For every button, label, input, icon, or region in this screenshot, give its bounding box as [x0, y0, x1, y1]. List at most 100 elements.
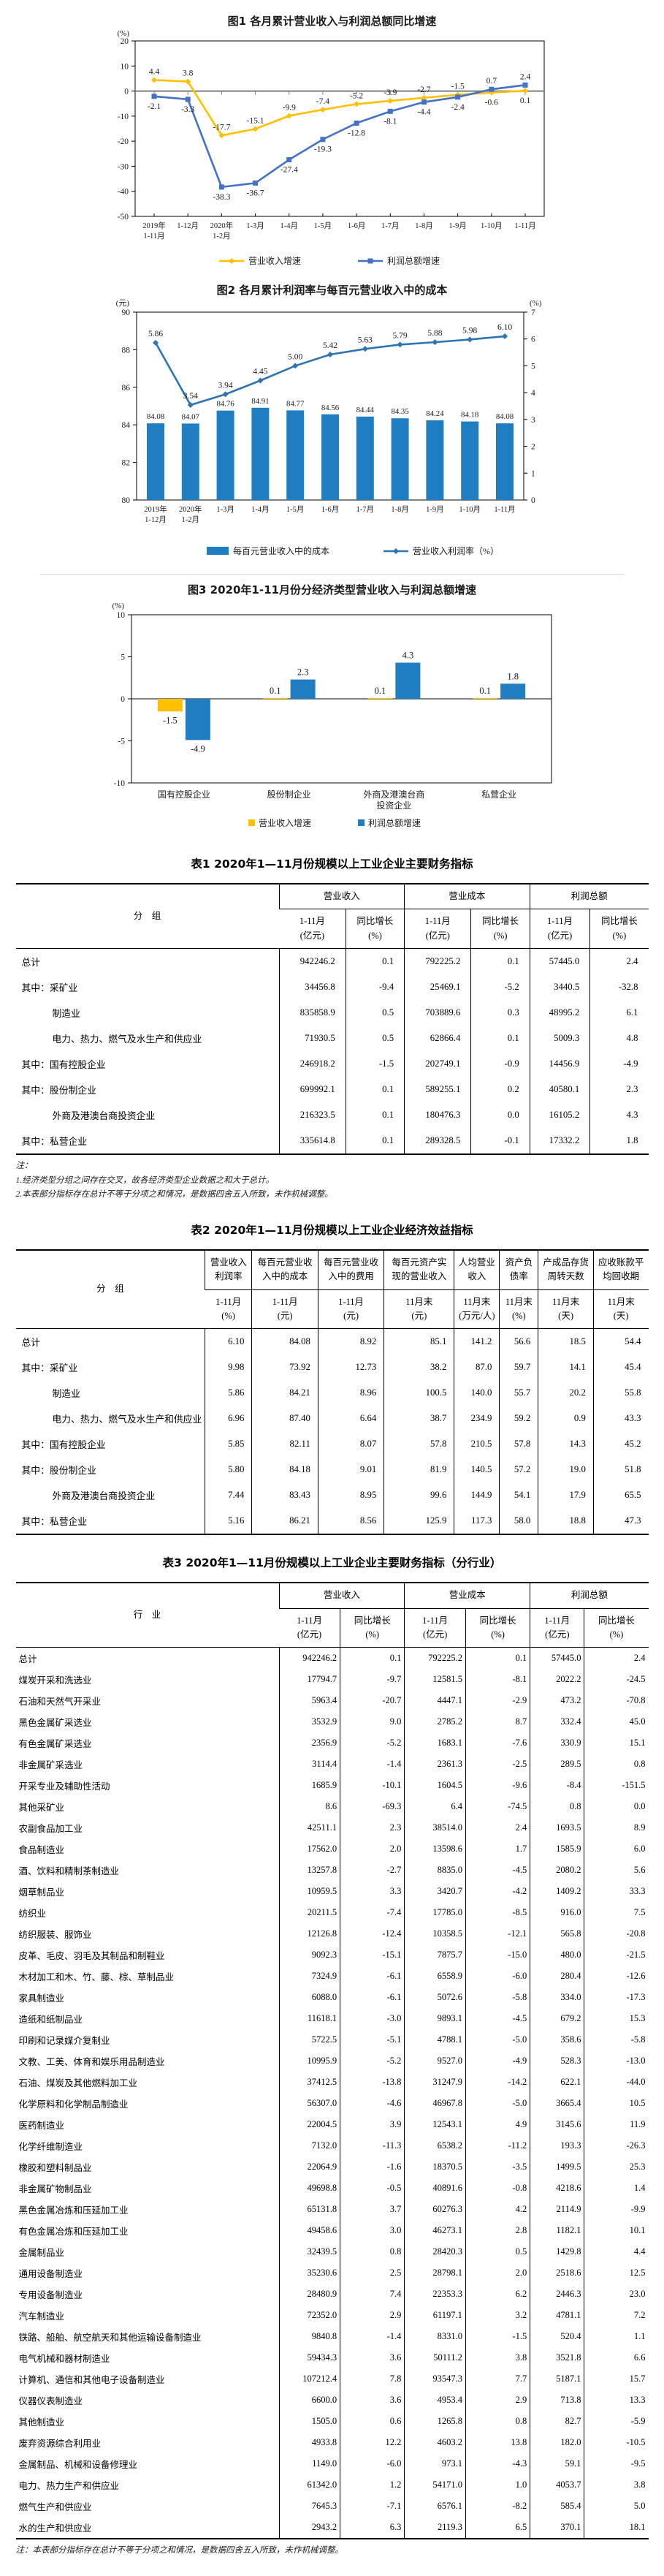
data-point — [187, 402, 194, 409]
row-label: 铁路、船舶、航空航天和其他运输设备制造业 — [18, 2333, 202, 2344]
line-label: 5.98 — [462, 326, 477, 335]
table-row: 非金属矿采选业 3114.4 -1.4 2361.3 -2.5 289.5 0.8 — [16, 1754, 649, 1776]
value-cell: -5.9 — [584, 2411, 649, 2433]
value-cell: 0.1 — [345, 948, 405, 975]
left-tick-label: 88 — [121, 346, 130, 355]
value-cell: 1.0 — [465, 2474, 530, 2496]
value-cell: 59.1 — [530, 2453, 584, 2475]
left-tick-label: 82 — [121, 459, 130, 468]
line-label: 3.54 — [183, 392, 197, 401]
value-cell: 82.7 — [530, 2411, 584, 2433]
value-cell: 38514.0 — [404, 1817, 466, 1839]
value-cell: 42511.1 — [278, 1817, 340, 1839]
data-point — [466, 336, 473, 343]
table2: 分 组 营业收入利润率 每百元营业收入中的成本 每百元营业收入中的费用 每百元资产实现的… — [15, 1249, 649, 1536]
data-point — [397, 341, 403, 348]
value-cell: 792225.2 — [404, 1647, 466, 1670]
value-cell: 0.1 — [470, 948, 530, 975]
value-cell: -74.5 — [465, 1796, 530, 1818]
value-cell: -7.6 — [465, 1732, 530, 1754]
row-label: 酒、饮料和精制茶制造业 — [18, 1866, 120, 1877]
value-cell: 86.21 — [251, 1508, 318, 1535]
row-label: 制造业 — [52, 1389, 80, 1400]
column-sub-header: 11月末 (天) — [538, 1289, 594, 1329]
value-cell: 1.1 — [584, 2326, 649, 2348]
x-tick-label: 2019年 — [144, 504, 167, 514]
y-tick-label: -5 — [118, 738, 125, 746]
value-cell: 16105.2 — [529, 1102, 590, 1129]
row-label: 食品制造业 — [18, 1845, 65, 1856]
row-label: 煤炭开采和洗选业 — [18, 1675, 92, 1686]
y-tick-label: 10 — [116, 611, 125, 620]
value-cell: 0.5 — [345, 1026, 405, 1052]
data-label: -27.4 — [280, 166, 297, 175]
table-row: 食品制造业 17562.0 2.0 13598.6 1.7 1585.9 6.0 — [16, 1838, 649, 1860]
data-point — [222, 391, 229, 398]
value-cell: 141.2 — [454, 1328, 500, 1355]
value-cell: 6.96 — [205, 1406, 252, 1432]
value-cell: 20211.5 — [278, 1902, 340, 1924]
value-cell: 62866.4 — [404, 1026, 471, 1052]
row-label: 有色金属矿采选业 — [18, 1739, 92, 1750]
data-label: 4.4 — [148, 67, 159, 76]
value-cell: 713.8 — [530, 2390, 584, 2412]
value-cell: -6.1 — [340, 1987, 405, 2009]
table-row: 专用设备制造业 28480.9 7.4 22353.3 6.2 2446.3 23.0 — [16, 2284, 649, 2306]
data-label: -38.3 — [213, 193, 230, 202]
data-label: -15.1 — [246, 116, 264, 125]
table-row: 总计 942246.2 0.1 792225.2 0.1 57445.0 2.4 — [16, 948, 649, 975]
table-row: 其中：采矿业 34456.8 -9.4 25469.1 -5.2 3440.5 -32.8 — [16, 974, 649, 1001]
value-cell: 12581.5 — [404, 1669, 466, 1691]
value-cell: 4781.1 — [530, 2305, 584, 2327]
value-cell: -44.0 — [584, 2072, 649, 2094]
value-cell: 83.43 — [251, 1482, 318, 1509]
y-tick-label: -20 — [117, 137, 129, 146]
row-label: 非金属矿物制品业 — [18, 2184, 92, 2195]
value-cell: -10.5 — [584, 2432, 649, 2454]
value-cell: -8.1 — [465, 1669, 530, 1691]
column-group-header: 产成品存货周转天数 — [538, 1249, 594, 1290]
cost-bar — [391, 418, 409, 500]
figure1-title: 图1 各月累计营业收入与利润总额同比增速 — [227, 15, 437, 28]
value-cell: 5187.1 — [530, 2368, 584, 2390]
data-point — [362, 346, 368, 352]
value-cell: 18.1 — [584, 2517, 649, 2539]
table-row: 电力、热力、燃气及水生产和供应业 6.96 87.40 6.64 38.7 234.9 59… — [16, 1406, 649, 1432]
x-tick-label: 1-3月 — [246, 221, 264, 230]
x-tick-label: 1-9月 — [426, 505, 444, 514]
value-cell: 5009.3 — [529, 1026, 590, 1052]
value-cell: 13257.8 — [278, 1860, 340, 1882]
value-cell: 57445.0 — [530, 1647, 584, 1670]
value-cell: 835858.9 — [278, 1000, 346, 1026]
value-cell: 73.92 — [251, 1355, 318, 1381]
x-tick-label: 1-2月 — [213, 232, 231, 240]
row-label: 仪器仪表制造业 — [18, 2396, 83, 2407]
row-label: 石油、煤炭及其他燃料加工业 — [18, 2078, 138, 2089]
bar-label: 84.44 — [356, 406, 374, 414]
value-cell: -12.6 — [584, 1966, 649, 1988]
column-group-header: 人均营业收入 — [454, 1249, 500, 1290]
cost-bar — [495, 423, 514, 500]
value-cell: -6.0 — [465, 1966, 530, 1988]
value-cell: 0.6 — [340, 2411, 405, 2433]
value-cell: 20.2 — [538, 1380, 594, 1406]
table-row: 其中：国有控股企业 246918.2 -1.5 202749.1 -0.9 14456.9… — [16, 1051, 649, 1077]
value-cell: -21.5 — [584, 1944, 649, 1966]
bar-label: 84.08 — [146, 412, 164, 421]
value-cell: -9.7 — [340, 1669, 405, 1691]
x-tick-label: 1-2月 — [181, 515, 199, 524]
value-cell: 0.0 — [584, 1796, 649, 1818]
row-label: 开采专业及辅助性活动 — [18, 1781, 110, 1792]
x-tick-label: 1-10月 — [480, 221, 502, 230]
value-cell: 140.5 — [454, 1457, 500, 1483]
value-cell: 9.0 — [340, 1711, 405, 1733]
value-cell: -5.0 — [465, 2093, 530, 2115]
value-cell: -0.5 — [340, 2178, 405, 2200]
category-label: 投资企业 — [376, 800, 411, 811]
data-label: 0.1 — [374, 686, 386, 696]
row-label: 石油和天然气开采业 — [18, 1697, 102, 1708]
value-cell: 193.3 — [530, 2135, 584, 2157]
table1-header: 分 组营业收入 营业成本 利润总额 1-11月 (亿元) 同比增长 (%) 1-11月 (亿元)… — [15, 884, 649, 949]
value-cell: -9.9 — [584, 2199, 649, 2221]
value-cell: -32.8 — [589, 974, 649, 1001]
